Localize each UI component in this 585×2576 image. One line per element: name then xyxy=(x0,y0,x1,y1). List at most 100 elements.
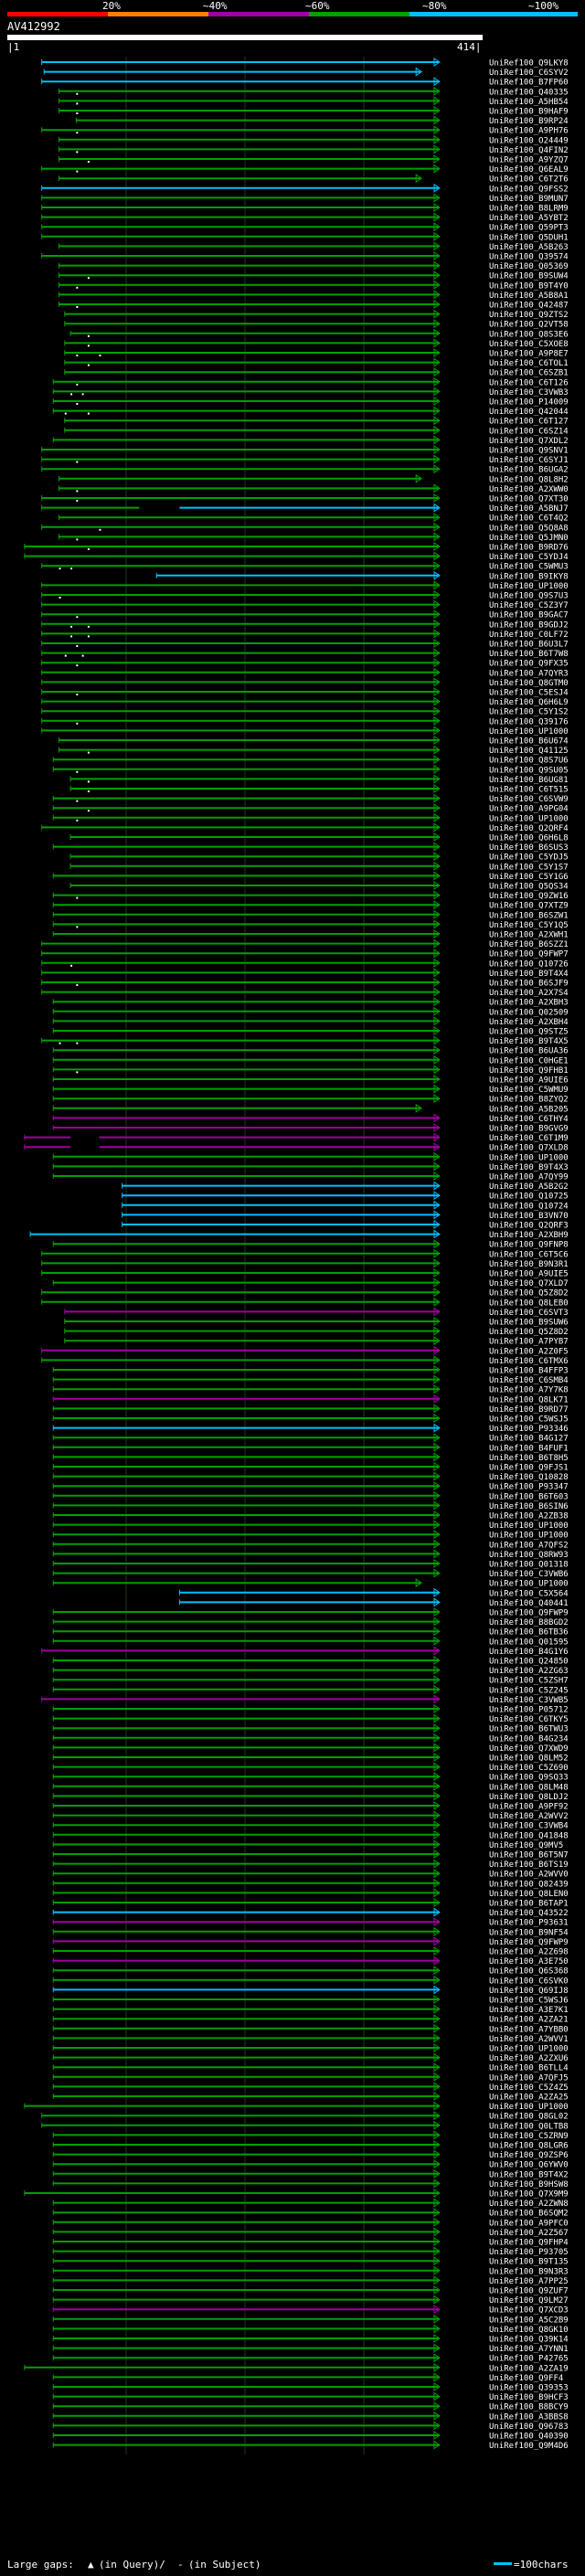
hit-row[interactable]: UniRef100_Q9FHP4 xyxy=(52,2237,569,2248)
hit-label[interactable]: UniRef100_B4FUF1 xyxy=(489,1444,569,1453)
hit-row[interactable]: UniRef100_A2WVV0 xyxy=(52,1869,569,1880)
hit-row[interactable]: UniRef100_A2Z567 xyxy=(52,2227,569,2238)
hit-label[interactable]: UniRef100_Q9SQ33 xyxy=(489,1774,569,1783)
hit-row[interactable]: UniRef100_Q01318 xyxy=(52,1559,569,1570)
hit-label[interactable]: UniRef100_Q7XLD7 xyxy=(489,1279,569,1288)
hit-row[interactable]: UniRef100_Q43522 xyxy=(52,1907,569,1919)
hit-label[interactable]: UniRef100_B9GDJ2 xyxy=(489,620,569,630)
hit-label[interactable]: UniRef100_P93705 xyxy=(489,2248,569,2257)
hit-row[interactable]: UniRef100_Q7XLD8 xyxy=(24,1142,569,1153)
hit-row[interactable]: UniRef100_P93346 xyxy=(52,1423,569,1435)
hit-row[interactable]: UniRef100_Q39574 xyxy=(41,251,569,262)
hit-row[interactable]: UniRef100_B9GAC7 xyxy=(41,610,569,620)
hit-label[interactable]: UniRef100_B9SUW6 xyxy=(489,1319,569,1328)
hit-row[interactable]: UniRef100_UP1000 xyxy=(24,2101,569,2113)
hit-row[interactable]: UniRef100_A5YBT2 xyxy=(41,212,569,224)
hit-row[interactable]: UniRef100_C6T1M9 xyxy=(24,1132,569,1144)
hit-row[interactable]: UniRef100_Q8S7U6 xyxy=(52,755,569,766)
hit-row[interactable]: UniRef100_Q8LM48 xyxy=(52,1781,569,1793)
hit-row[interactable]: UniRef100_A2ZXU6 xyxy=(52,2052,569,2064)
hit-row[interactable]: UniRef100_Q40335 xyxy=(58,86,569,98)
hit-row[interactable]: UniRef100_C5WMU9 xyxy=(52,1084,569,1096)
hit-label[interactable]: UniRef100_Q10726 xyxy=(489,959,569,969)
hit-row[interactable]: UniRef100_Q9FWP9 xyxy=(52,1607,569,1618)
hit-label[interactable]: UniRef100_B4G127 xyxy=(489,1435,569,1444)
hit-label[interactable]: UniRef100_C6TMX6 xyxy=(489,1357,569,1366)
hit-label[interactable]: UniRef100_Q6H6L9 xyxy=(489,698,569,707)
hit-row[interactable]: UniRef100_B9HSW8 xyxy=(52,2178,569,2189)
hit-label[interactable]: UniRef100_B6U3L7 xyxy=(489,641,569,650)
hit-row[interactable]: UniRef100_Q9SQ33 xyxy=(52,1772,569,1783)
hit-label[interactable]: UniRef100_P14009 xyxy=(489,398,569,408)
hit-row[interactable]: UniRef100_Q5DUH1 xyxy=(41,231,569,242)
hit-row[interactable]: UniRef100_A9PF92 xyxy=(52,1801,569,1812)
hit-label[interactable]: UniRef100_A9PH76 xyxy=(489,127,569,136)
hit-row[interactable]: UniRef100_UP1000 xyxy=(52,2043,569,2054)
hit-label[interactable]: UniRef100_B6UG81 xyxy=(489,776,569,785)
hit-row[interactable]: UniRef100_Q9FWP7 xyxy=(41,949,569,959)
hit-label[interactable]: UniRef100_A2ZB38 xyxy=(489,1512,569,1521)
hit-row[interactable]: UniRef100_A9PH76 xyxy=(41,125,569,136)
hit-label[interactable]: UniRef100_A2ZWN8 xyxy=(489,2200,569,2209)
hit-row[interactable]: UniRef100_Q10828 xyxy=(52,1471,569,1483)
hit-label[interactable]: UniRef100_Q9FF4 xyxy=(489,2374,563,2383)
hit-label[interactable]: UniRef100_A2ZA21 xyxy=(489,2016,569,2025)
hit-label[interactable]: UniRef100_C6T5C6 xyxy=(489,1250,569,1259)
hit-label[interactable]: UniRef100_A9PFC0 xyxy=(489,2219,569,2228)
hit-label[interactable]: UniRef100_Q2QRF4 xyxy=(489,824,569,833)
hit-label[interactable]: UniRef100_Q7XDL2 xyxy=(489,437,569,446)
hit-row[interactable]: UniRef100_B6TAP1 xyxy=(52,1898,569,1909)
hit-label[interactable]: UniRef100_Q43522 xyxy=(489,1909,569,1918)
hit-row[interactable]: UniRef100_Q42044 xyxy=(52,406,569,418)
hit-label[interactable]: UniRef100_Q7XT30 xyxy=(489,495,569,504)
hit-row[interactable]: UniRef100_A2XWW0 xyxy=(58,483,569,494)
hit-label[interactable]: UniRef100_B9RD76 xyxy=(489,544,569,553)
hit-label[interactable]: UniRef100_A3BBS8 xyxy=(489,2412,569,2422)
hit-label[interactable]: UniRef100_C5ZRN9 xyxy=(489,2132,569,2141)
hit-row[interactable]: UniRef100_A2ZA21 xyxy=(52,2014,569,2025)
hit-label[interactable]: UniRef100_Q8L8H2 xyxy=(489,475,569,484)
hit-label[interactable]: UniRef100_Q8LK71 xyxy=(489,1395,569,1405)
hit-row[interactable]: UniRef100_B4G1Y6 xyxy=(41,1646,569,1657)
hit-label[interactable]: UniRef100_B6T603 xyxy=(489,1492,569,1501)
hit-row[interactable]: UniRef100_C5X564 xyxy=(178,1587,569,1599)
hit-row[interactable]: UniRef100_A5BNJ7 xyxy=(41,503,569,514)
hit-row[interactable]: UniRef100_Q8GK10 xyxy=(52,2324,569,2335)
hit-label[interactable]: UniRef100_C3VWB3 xyxy=(489,388,569,398)
hit-label[interactable]: UniRef100_Q6S368 xyxy=(489,1967,569,1977)
hit-label[interactable]: UniRef100_Q5QS34 xyxy=(489,883,569,892)
hit-label[interactable]: UniRef100_C3VWB5 xyxy=(489,1696,569,1705)
hit-row[interactable]: UniRef100_C5Z245 xyxy=(52,1684,569,1696)
hit-row[interactable]: UniRef100_B6SZW1 xyxy=(52,909,569,921)
hit-row[interactable]: UniRef100_A9P8E7 xyxy=(64,348,569,359)
hit-row[interactable]: UniRef100_C6SVW9 xyxy=(52,793,569,805)
hit-row[interactable]: UniRef100_C5Z4Z5 xyxy=(52,2082,569,2093)
hit-row[interactable]: UniRef100_C6T5C6 xyxy=(41,1248,569,1260)
hit-row[interactable]: UniRef100_Q96783 xyxy=(52,2421,569,2432)
hit-row[interactable]: UniRef100_A7QFJ5 xyxy=(52,2072,569,2083)
hit-label[interactable]: UniRef100_B9T4X4 xyxy=(489,970,569,979)
hit-row[interactable]: UniRef100_C5Z690 xyxy=(52,1762,569,1774)
hit-row[interactable]: UniRef100_Q9SU05 xyxy=(52,764,569,776)
hit-label[interactable]: UniRef100_B9IKY8 xyxy=(489,572,569,581)
hit-row[interactable]: UniRef100_B9SUW6 xyxy=(64,1317,569,1328)
hit-label[interactable]: UniRef100_Q9LM27 xyxy=(489,2296,569,2306)
hit-row[interactable]: UniRef100_Q9STZ5 xyxy=(52,1026,569,1037)
hit-row[interactable]: UniRef100_Q9LM27 xyxy=(52,2295,569,2306)
hit-row[interactable]: UniRef100_B6UG81 xyxy=(69,774,569,785)
hit-label[interactable]: UniRef100_Q8GL02 xyxy=(489,2113,569,2122)
hit-row[interactable]: UniRef100_C5ESJ4 xyxy=(41,687,569,698)
hit-label[interactable]: UniRef100_Q8LEN0 xyxy=(489,1890,569,1899)
hit-row[interactable]: UniRef100_B9RD77 xyxy=(52,1404,569,1415)
hit-label[interactable]: UniRef100_Q8RW93 xyxy=(489,1551,569,1560)
hit-label[interactable]: UniRef100_C6T127 xyxy=(489,418,569,427)
hit-label[interactable]: UniRef100_B6TS19 xyxy=(489,1860,569,1870)
hit-label[interactable]: UniRef100_Q9SU05 xyxy=(489,766,569,775)
hit-label[interactable]: UniRef100_A7PYB7 xyxy=(489,1338,569,1347)
hit-label[interactable]: UniRef100_A5B263 xyxy=(489,243,569,252)
hit-row[interactable]: UniRef100_C6TMX6 xyxy=(41,1355,569,1366)
hit-row[interactable]: UniRef100_Q42487 xyxy=(58,300,569,311)
hit-row[interactable]: UniRef100_B6SQM2 xyxy=(52,2208,569,2219)
hit-row[interactable]: UniRef100_Q8LEB0 xyxy=(41,1297,569,1309)
hit-label[interactable]: UniRef100_Q10725 xyxy=(489,1193,569,1202)
